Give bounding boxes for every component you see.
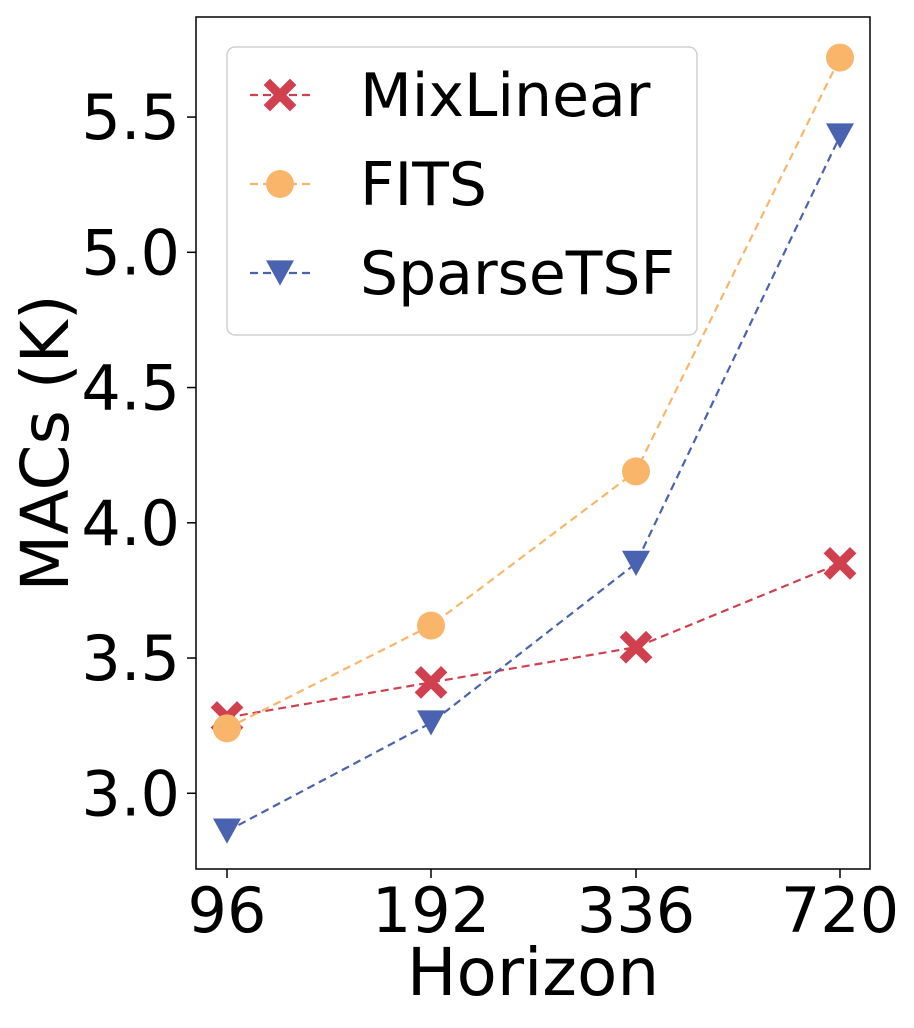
y-tick-label: 5.0 xyxy=(81,216,180,289)
data-point-circle xyxy=(417,611,445,640)
data-point-triangle xyxy=(266,260,294,286)
data-point-triangle xyxy=(417,710,445,736)
y-tick-label: 4.5 xyxy=(81,352,180,425)
legend-label: MixLinear xyxy=(360,61,651,131)
legend-item: SparseTSF xyxy=(250,239,675,309)
y-tick-label: 5.5 xyxy=(81,81,180,154)
legend-item: MixLinear xyxy=(250,61,651,131)
plot-frame xyxy=(195,16,871,870)
data-point-triangle xyxy=(213,818,241,844)
series-line xyxy=(226,562,841,719)
data-point-x xyxy=(823,546,857,580)
x-axis-label: Horizon xyxy=(407,934,659,1011)
y-tick-label: 4.0 xyxy=(81,487,180,560)
data-point-triangle xyxy=(826,123,854,149)
x-tick-label: 96 xyxy=(188,874,267,947)
data-point-triangle xyxy=(622,550,650,576)
series-mixlinear xyxy=(210,546,857,734)
x-tick-label: 192 xyxy=(372,874,490,947)
series-fits xyxy=(213,43,854,743)
x-axis: 96 192 336 720 xyxy=(188,869,899,947)
data-point-x xyxy=(619,630,653,664)
series-line xyxy=(226,57,841,730)
legend-label: SparseTSF xyxy=(360,239,675,309)
data-point-circle xyxy=(622,457,650,486)
series-layer xyxy=(210,43,857,844)
data-point-circle xyxy=(826,43,854,72)
y-axis: 3.0 3.5 4.0 4.5 5.0 5.5 xyxy=(81,81,196,830)
legend-label: FITS xyxy=(360,150,487,220)
data-point-x xyxy=(263,78,297,112)
legend-item: FITS xyxy=(250,150,487,220)
legend: MixLinear FITS SparseTSF xyxy=(226,46,698,336)
y-tick-label: 3.0 xyxy=(81,757,180,830)
y-tick-label: 3.5 xyxy=(81,622,180,695)
legend-frame xyxy=(226,46,698,336)
x-tick-label: 720 xyxy=(781,874,899,947)
data-point-circle xyxy=(213,714,241,743)
legend-items: MixLinear FITS SparseTSF xyxy=(250,61,675,309)
data-point-circle xyxy=(266,170,294,198)
series-sparsetsf xyxy=(213,123,854,844)
y-axis-label: MACs (K) xyxy=(7,294,84,591)
x-tick-label: 336 xyxy=(577,874,695,947)
data-point-x xyxy=(414,666,448,699)
